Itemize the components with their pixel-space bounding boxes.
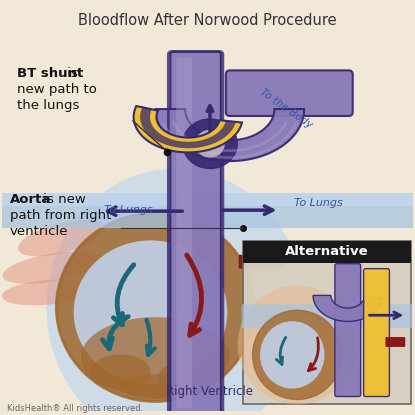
Text: ventricle: ventricle	[10, 225, 68, 238]
FancyBboxPatch shape	[242, 304, 412, 328]
Polygon shape	[313, 295, 382, 322]
Polygon shape	[156, 109, 304, 161]
FancyBboxPatch shape	[364, 269, 389, 396]
Ellipse shape	[238, 286, 356, 405]
Ellipse shape	[81, 317, 230, 396]
FancyBboxPatch shape	[335, 264, 361, 396]
FancyBboxPatch shape	[239, 255, 286, 269]
FancyBboxPatch shape	[386, 337, 405, 347]
Text: To the Body: To the Body	[258, 87, 314, 131]
FancyBboxPatch shape	[243, 241, 411, 263]
Polygon shape	[134, 106, 242, 152]
Text: To Lungs: To Lungs	[104, 205, 153, 215]
Ellipse shape	[74, 240, 227, 384]
Ellipse shape	[260, 321, 325, 388]
Text: Aorta: Aorta	[10, 193, 51, 206]
Text: KidsHealth® All rights reserved.: KidsHealth® All rights reserved.	[7, 405, 143, 413]
FancyBboxPatch shape	[226, 71, 353, 116]
Text: is new: is new	[39, 193, 86, 206]
Ellipse shape	[56, 213, 254, 401]
Polygon shape	[2, 193, 413, 228]
Text: BT shunt: BT shunt	[17, 67, 83, 81]
FancyBboxPatch shape	[243, 241, 411, 405]
Ellipse shape	[195, 130, 225, 158]
Text: Right Ventricle: Right Ventricle	[166, 385, 254, 398]
Ellipse shape	[18, 220, 105, 256]
Ellipse shape	[2, 251, 100, 284]
Ellipse shape	[121, 374, 190, 399]
FancyBboxPatch shape	[176, 58, 192, 408]
Ellipse shape	[91, 354, 151, 389]
Text: Bloodflow After Norwood Procedure: Bloodflow After Norwood Procedure	[78, 13, 336, 28]
Polygon shape	[2, 193, 413, 206]
Ellipse shape	[253, 310, 342, 400]
Ellipse shape	[2, 279, 91, 305]
Polygon shape	[140, 107, 236, 148]
Text: is: is	[63, 67, 78, 81]
Text: path from right: path from right	[10, 209, 111, 222]
Text: the lungs: the lungs	[17, 99, 79, 112]
Text: To Lungs: To Lungs	[294, 198, 343, 208]
Ellipse shape	[46, 168, 304, 415]
Ellipse shape	[158, 362, 212, 392]
FancyBboxPatch shape	[170, 51, 221, 414]
Ellipse shape	[183, 119, 237, 168]
Text: Alternative: Alternative	[285, 245, 369, 258]
Text: new path to: new path to	[17, 83, 97, 96]
